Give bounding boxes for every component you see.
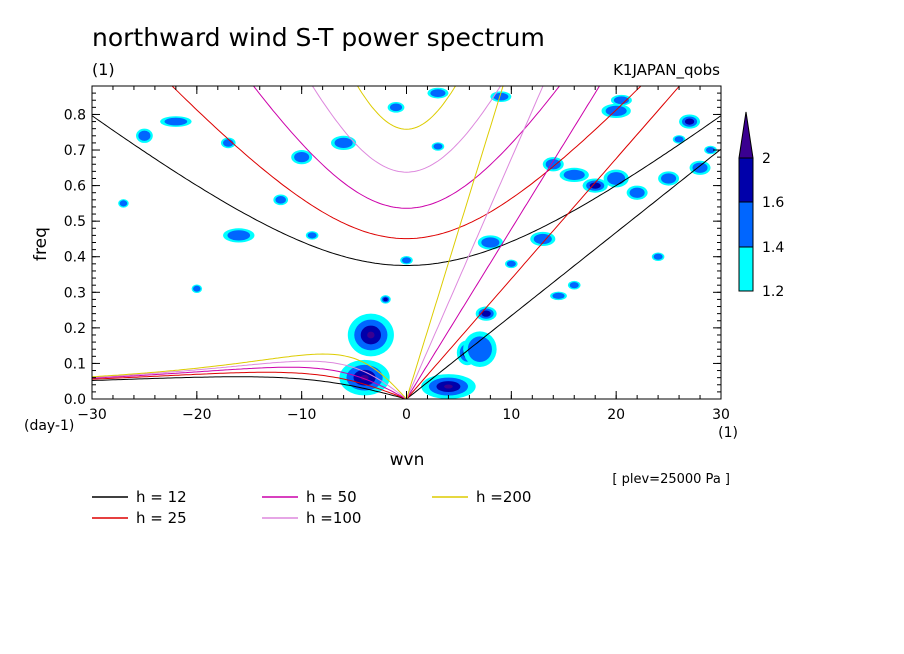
spectral-blob-6-level-1 <box>138 130 151 141</box>
spectral-blob-26-level-1 <box>119 200 128 207</box>
spectral-blob-20-level-1 <box>605 105 627 117</box>
spectral-blob-39-level-1 <box>705 146 716 154</box>
spectral-blob-24-level-2 <box>684 118 695 125</box>
colorbar-segment-1 <box>738 201 754 248</box>
spectral-blob-9-level-1 <box>294 152 310 163</box>
legend-label-h200: h =200 <box>476 488 531 506</box>
kelvin-curve-h50 <box>406 86 601 399</box>
x-tick-label: 30 <box>712 407 730 423</box>
spectral-blob-8-level-1 <box>227 230 251 241</box>
spectral-blob-2-level-3 <box>444 384 453 389</box>
kelvin-curve-h12 <box>406 148 721 399</box>
y-tick-label: 0.0 <box>64 392 86 408</box>
spectral-contours <box>118 87 717 399</box>
gravity-curve-h25 <box>171 86 642 240</box>
rossby-curve-h12 <box>92 376 407 399</box>
rossby-curve-h50 <box>92 366 407 399</box>
spectral-blob-32-level-1 <box>401 257 412 264</box>
kelvin-curve-h25 <box>406 86 681 399</box>
y-axis-label: freq <box>31 227 51 261</box>
spectral-blob-4-level-2 <box>481 310 491 317</box>
spectral-blob-22-level-1 <box>629 187 645 198</box>
spectral-blob-17-level-1 <box>563 169 585 181</box>
x-tick-label: −10 <box>287 407 317 423</box>
x-tick-label: −30 <box>77 407 107 423</box>
y-tick-label: 0.3 <box>64 285 86 301</box>
spectral-blob-27-level-1 <box>193 285 201 292</box>
spectral-blob-36-level-1 <box>569 282 579 289</box>
spectral-blob-0-level-3 <box>367 331 375 339</box>
kelvin-curve-h200 <box>406 86 504 399</box>
x-axis-unit: (1) <box>718 425 738 441</box>
spectral-blob-1-level-3 <box>360 374 369 381</box>
spectral-blob-15-level-1 <box>533 233 552 245</box>
gravity-curve-h12 <box>92 115 721 266</box>
kelvin-curve-h100 <box>406 86 544 399</box>
spectral-blob-25-level-1 <box>692 162 708 173</box>
spectral-blob-37-level-1 <box>653 253 663 260</box>
gravity-curve-h100 <box>311 86 502 173</box>
spectral-blob-33-level-1 <box>433 143 443 150</box>
chart-subtitle-right: K1JAPAN_qobs <box>613 61 720 80</box>
chart-subtitle-left: (1) <box>92 60 115 79</box>
y-tick-label: 0.1 <box>64 356 86 372</box>
gravity-curve-h50 <box>252 86 561 209</box>
dispersion-curves <box>92 86 721 399</box>
x-tick-label: 0 <box>402 407 411 423</box>
legend-label-h12: h = 12 <box>136 488 187 506</box>
colorbar-segment-0 <box>738 246 754 292</box>
chart-title: northward wind S-T power spectrum <box>92 23 545 52</box>
y-tick-label: 0.5 <box>64 214 86 230</box>
spectral-blob-14-level-1 <box>493 92 509 101</box>
spectral-blob-11-level-1 <box>389 103 403 112</box>
plev-note: [ plev=25000 Pa ] <box>612 472 730 487</box>
x-tick-label: −20 <box>182 407 212 423</box>
y-tick-label: 0.6 <box>64 179 86 195</box>
colorbar-label: 1.4 <box>762 240 784 256</box>
spectral-blob-35-level-1 <box>552 292 565 299</box>
spectral-blob-19-level-1 <box>607 172 626 185</box>
spectral-blob-23-level-1 <box>661 173 677 184</box>
colorbar-segment-2 <box>738 157 754 203</box>
rossby-curve-h200 <box>92 353 407 399</box>
spectral-blob-7-level-1 <box>164 117 188 126</box>
spectral-blob-5-level-1 <box>467 336 492 363</box>
y-axis-unit: (day-1) <box>24 418 74 434</box>
legend-label-h25: h = 25 <box>136 509 187 527</box>
plot-frame <box>91 85 722 400</box>
spectral-blob-31-level-2 <box>383 297 388 302</box>
y-tick-label: 0.2 <box>64 321 86 337</box>
rossby-curve-h100 <box>92 360 407 399</box>
rossby-curve-h25 <box>92 371 407 399</box>
spectral-blob-21-level-1 <box>613 96 629 105</box>
spectral-blob-12-level-1 <box>430 89 446 97</box>
gravity-curve-h200 <box>356 86 457 130</box>
x-axis-label: wvn <box>390 450 425 470</box>
colorbar-arrow <box>738 111 754 159</box>
colorbar-label: 1.6 <box>762 195 784 211</box>
x-tick-label: 20 <box>607 407 625 423</box>
y-tick-label: 0.8 <box>64 107 86 123</box>
spectral-blob-30-level-1 <box>307 232 317 239</box>
y-tick-label: 0.7 <box>64 143 86 159</box>
y-tick-label: 0.4 <box>64 250 86 266</box>
colorbar-label: 1.2 <box>762 284 784 300</box>
spectral-blob-10-level-1 <box>334 137 353 149</box>
spectral-blob-38-level-1 <box>674 136 684 143</box>
legend-label-h100: h =100 <box>306 509 361 527</box>
colorbar-label: 2 <box>762 151 771 167</box>
axis-ticks: −30 −20 −10 0 10 20 30 0.0 0.1 0.2 0.3 0.4 0.5 0.6 0.7… <box>64 86 730 423</box>
x-tick-label: 10 <box>502 407 520 423</box>
curve-legend: h = 12 h = 25 h = 50 h =100 h =200 <box>92 488 531 527</box>
spectral-blob-29-level-1 <box>275 195 286 204</box>
legend-label-h50: h = 50 <box>306 488 357 506</box>
spectral-blob-34-level-1 <box>506 260 516 267</box>
colorbar: 1.2 1.4 1.6 2 <box>738 111 784 300</box>
spectral-blob-18-level-2 <box>589 182 601 189</box>
spectral-blob-13-level-1 <box>481 237 500 248</box>
